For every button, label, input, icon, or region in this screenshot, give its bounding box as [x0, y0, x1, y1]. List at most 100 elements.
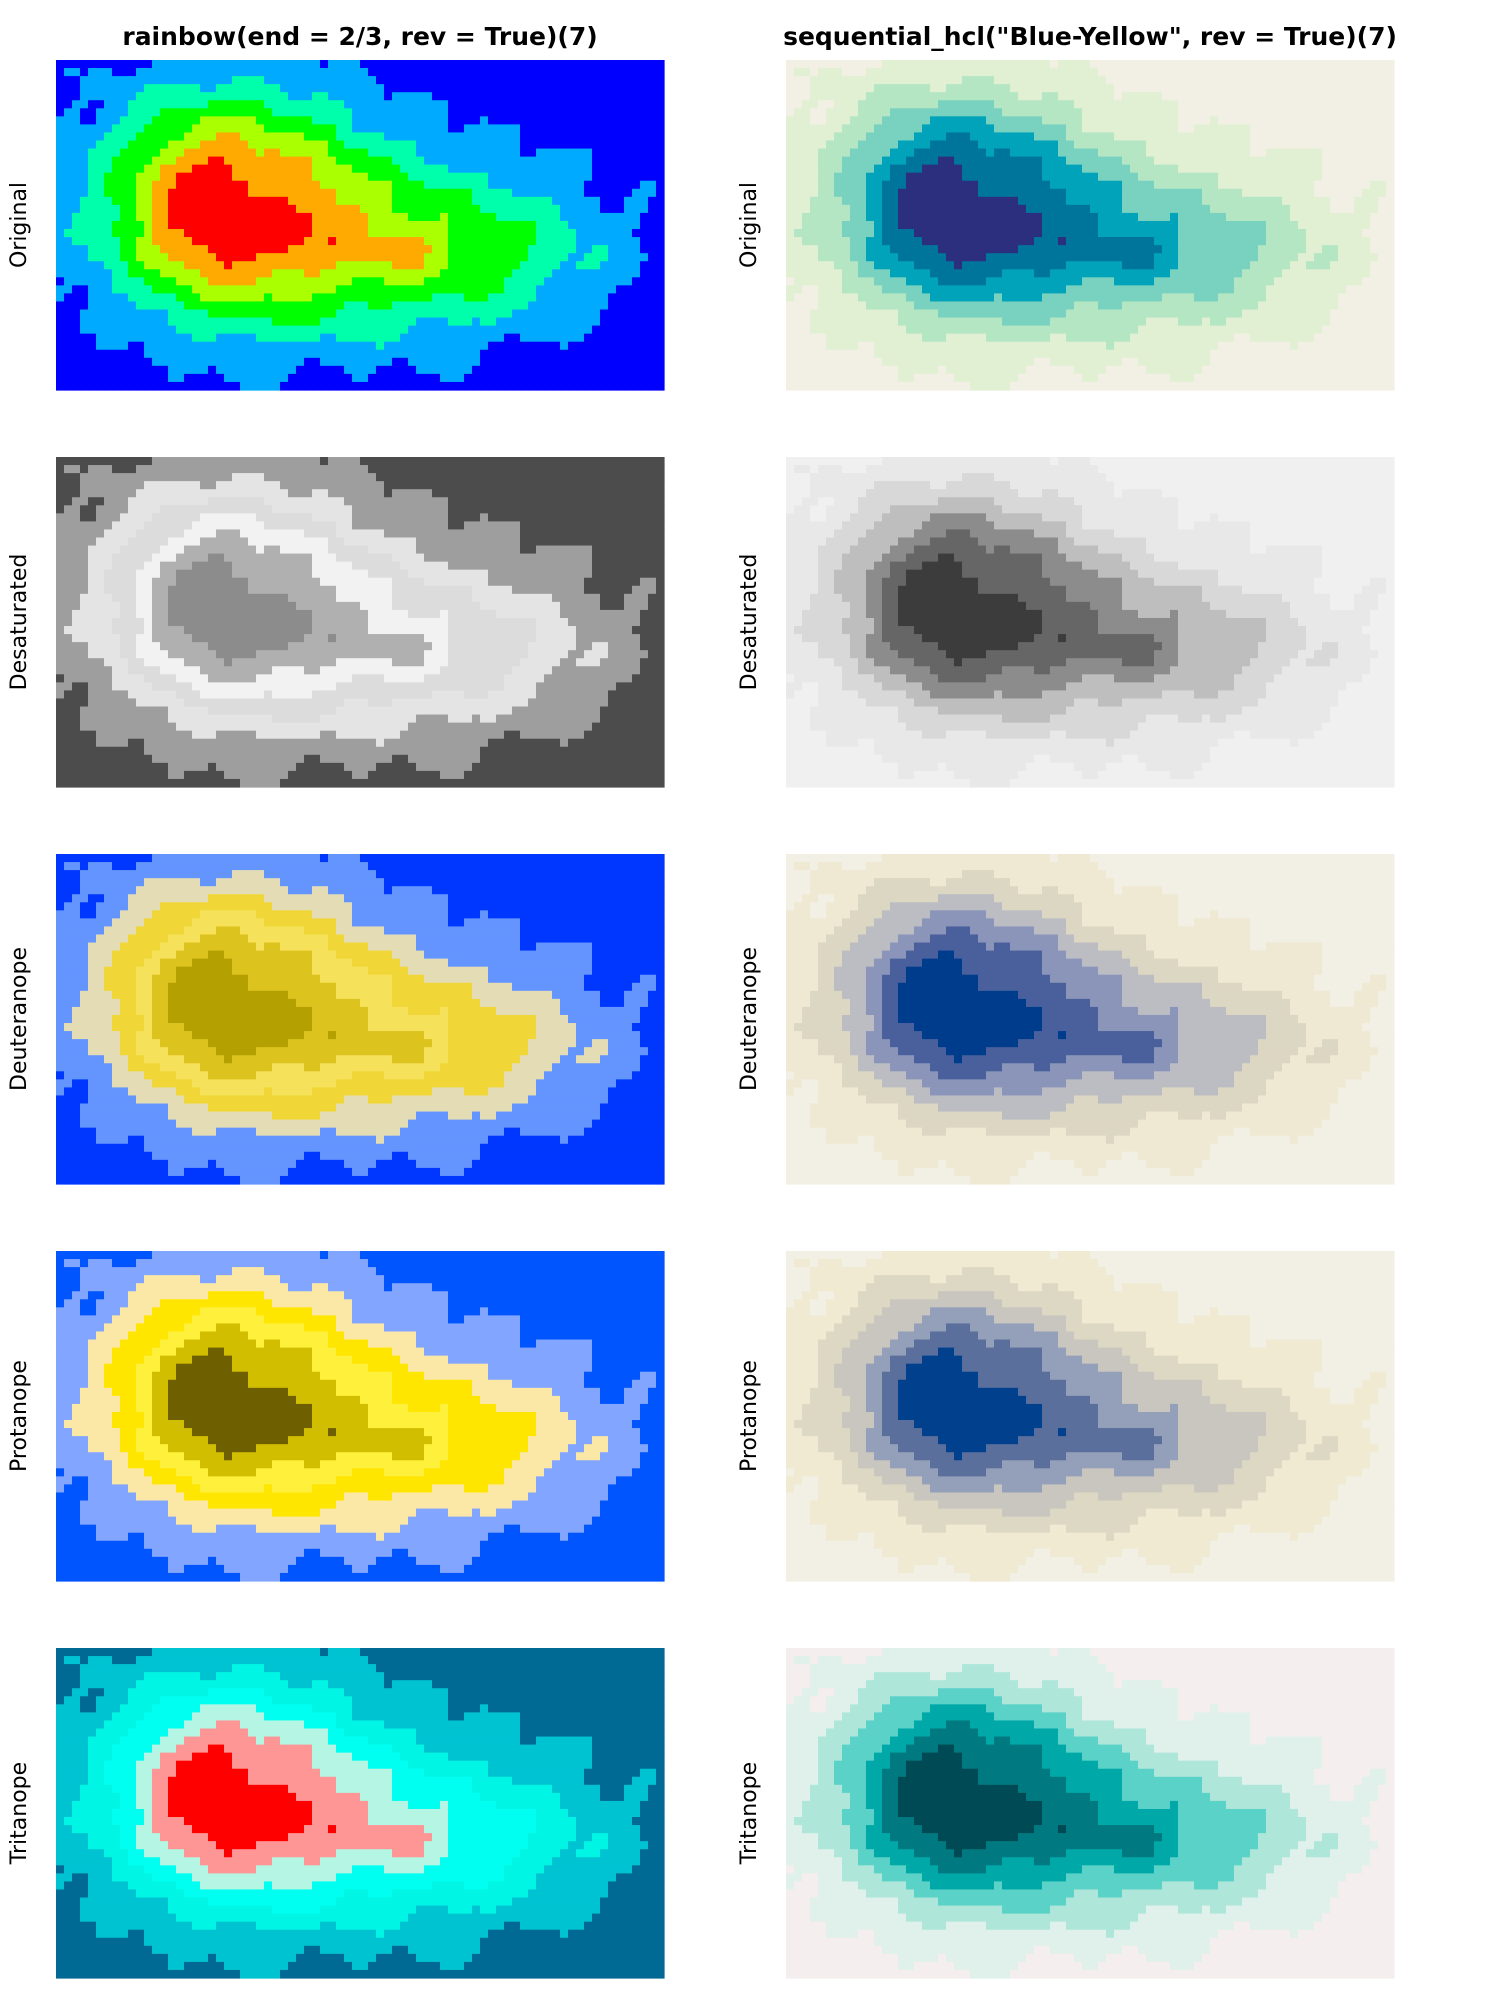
heatmap-cell	[536, 301, 545, 311]
heatmap-cell	[568, 245, 577, 254]
heatmap-cell	[176, 349, 185, 359]
heatmap-cell	[224, 237, 233, 246]
heatmap-cell	[336, 60, 345, 69]
heatmap-cell	[448, 357, 457, 367]
heatmap-cell	[88, 180, 97, 190]
heatmap-cell	[96, 229, 105, 238]
heatmap-cell	[608, 253, 617, 262]
heatmap-cell	[120, 140, 129, 150]
heatmap-cell	[1346, 212, 1355, 222]
heatmap-cell	[296, 277, 305, 286]
heatmap-cell	[376, 188, 385, 198]
heatmap-cell	[264, 164, 273, 174]
heatmap-cell	[1074, 253, 1083, 262]
heatmap-cell	[962, 204, 971, 214]
heatmap-cell	[1178, 229, 1187, 238]
heatmap-cell	[1218, 100, 1227, 109]
heatmap-cell	[1354, 76, 1363, 85]
heatmap-cell	[608, 317, 617, 327]
heatmap-cell	[1242, 124, 1251, 134]
heatmap-cell	[1154, 180, 1163, 190]
heatmap-cell	[360, 373, 369, 383]
heatmap-cell	[328, 100, 337, 109]
heatmap-cell	[1082, 140, 1091, 150]
heatmap-cell	[88, 220, 97, 230]
heatmap-cell	[536, 357, 545, 367]
heatmap-cell	[1314, 84, 1323, 93]
heatmap-cell	[616, 325, 625, 335]
heatmap-cell	[256, 341, 265, 351]
heatmap-cell	[136, 357, 145, 367]
heatmap-cell	[850, 116, 859, 125]
heatmap-cell	[1202, 92, 1211, 101]
heatmap-cell	[128, 148, 137, 158]
heatmap-cell	[544, 229, 553, 238]
heatmap-cell	[616, 148, 625, 158]
heatmap-cell	[600, 76, 609, 85]
heatmap-cell	[624, 60, 633, 69]
heatmap-cell	[1202, 196, 1211, 206]
heatmap-cell	[1106, 124, 1115, 134]
heatmap-cell	[648, 204, 657, 214]
heatmap-cell	[96, 325, 105, 335]
heatmap-cell	[352, 245, 361, 254]
heatmap-cell	[938, 204, 947, 214]
heatmap-cell	[208, 261, 217, 270]
heatmap-cell	[344, 277, 353, 286]
heatmap-cell	[504, 212, 513, 222]
heatmap-cell	[874, 172, 883, 182]
heatmap-cell	[216, 124, 225, 134]
heatmap-cell	[160, 92, 169, 101]
heatmap-cell	[456, 317, 465, 327]
heatmap-cell	[1154, 156, 1163, 166]
heatmap-cell	[368, 156, 377, 166]
heatmap-cell	[890, 253, 899, 262]
heatmap-cell	[184, 124, 193, 134]
heatmap-cell	[296, 245, 305, 254]
heatmap-cell	[504, 229, 513, 238]
heatmap-cell	[954, 92, 963, 101]
heatmap-cell	[64, 116, 73, 125]
heatmap-cell	[432, 156, 441, 166]
heatmap-cell	[152, 148, 161, 158]
heatmap-cell	[488, 357, 497, 367]
heatmap-cell	[544, 132, 553, 142]
heatmap-cell	[1042, 229, 1051, 238]
heatmap-cell	[560, 325, 569, 335]
heatmap-cell	[802, 140, 811, 150]
heatmap-cell	[392, 373, 401, 383]
heatmap-cell	[240, 116, 249, 125]
heatmap-cell	[336, 68, 345, 77]
heatmap-cell	[328, 237, 337, 246]
heatmap-cell	[96, 317, 105, 327]
heatmap-cell	[1034, 220, 1043, 230]
heatmap-cell	[216, 269, 225, 278]
heatmap-cell	[1282, 220, 1291, 230]
heatmap-cell	[368, 92, 377, 101]
heatmap-cell	[432, 253, 441, 262]
heatmap-cell	[376, 156, 385, 166]
heatmap-cell	[520, 84, 529, 93]
heatmap-cell	[360, 261, 369, 270]
heatmap-cell	[248, 68, 257, 77]
heatmap-cell	[408, 92, 417, 101]
heatmap-cell	[56, 180, 65, 190]
heatmap-cell	[136, 212, 145, 222]
heatmap-cell	[1146, 108, 1155, 117]
heatmap-cell	[336, 84, 345, 93]
heatmap-cell	[152, 100, 161, 109]
heatmap-cell	[568, 253, 577, 262]
heatmap-cell	[1346, 76, 1355, 85]
heatmap-cell	[592, 253, 601, 262]
heatmap-cell	[1162, 212, 1171, 222]
heatmap-cell	[906, 124, 915, 134]
heatmap-cell	[88, 269, 97, 278]
heatmap-cell	[264, 357, 273, 367]
heatmap-cell	[64, 108, 73, 117]
heatmap-cell	[320, 341, 329, 351]
heatmap-cell	[104, 116, 113, 125]
heatmap-cell	[1282, 84, 1291, 93]
heatmap-cell	[480, 196, 489, 206]
heatmap-cell	[376, 301, 385, 311]
heatmap-cell	[432, 76, 441, 85]
